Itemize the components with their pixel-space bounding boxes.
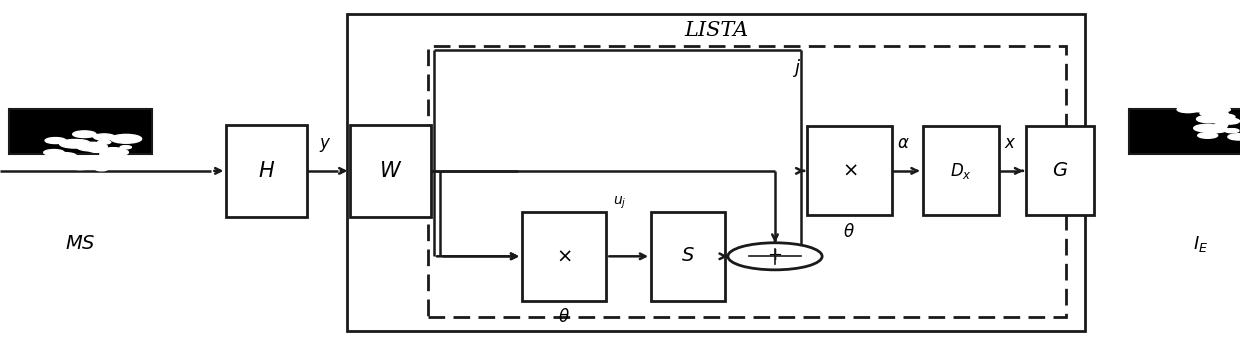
Circle shape <box>1216 118 1225 121</box>
Circle shape <box>1200 111 1219 116</box>
Text: $D_x$: $D_x$ <box>950 161 972 181</box>
Text: $\alpha$: $\alpha$ <box>897 135 909 152</box>
Circle shape <box>61 161 78 166</box>
Text: $MS$: $MS$ <box>66 235 95 253</box>
Text: $G$: $G$ <box>1052 162 1069 180</box>
Bar <box>522 212 606 301</box>
Circle shape <box>43 150 64 156</box>
Circle shape <box>1197 115 1223 123</box>
Text: $+$: $+$ <box>768 246 782 263</box>
Text: $\times$: $\times$ <box>557 247 572 265</box>
Bar <box>9 109 151 155</box>
Circle shape <box>728 243 822 270</box>
Circle shape <box>1219 118 1240 124</box>
Circle shape <box>93 134 115 140</box>
Circle shape <box>64 161 86 167</box>
Circle shape <box>77 142 108 151</box>
Circle shape <box>82 156 103 162</box>
Circle shape <box>98 140 110 144</box>
Text: $I_E$: $I_E$ <box>1193 234 1208 254</box>
Text: LISTA: LISTA <box>684 21 748 40</box>
Bar <box>807 126 892 215</box>
Circle shape <box>1228 134 1240 140</box>
Circle shape <box>89 148 104 152</box>
Circle shape <box>1198 132 1218 138</box>
Circle shape <box>1216 114 1235 120</box>
Circle shape <box>95 167 108 171</box>
Bar <box>1025 126 1094 215</box>
Circle shape <box>66 161 83 166</box>
Circle shape <box>102 148 125 155</box>
Circle shape <box>102 148 128 156</box>
Circle shape <box>48 159 67 164</box>
Bar <box>923 126 999 215</box>
Text: $\theta$: $\theta$ <box>558 308 570 326</box>
Text: $x$: $x$ <box>1004 135 1017 152</box>
Circle shape <box>1177 106 1199 112</box>
Circle shape <box>73 131 95 137</box>
Bar <box>428 46 1066 317</box>
Circle shape <box>99 151 123 157</box>
Circle shape <box>1214 107 1230 112</box>
Circle shape <box>62 158 94 168</box>
Circle shape <box>53 153 77 159</box>
Circle shape <box>1214 124 1228 127</box>
Text: $\times$: $\times$ <box>842 162 857 180</box>
Circle shape <box>1202 125 1228 133</box>
Circle shape <box>68 163 92 169</box>
Circle shape <box>1189 106 1210 112</box>
Circle shape <box>1207 104 1226 110</box>
Text: $u_j$: $u_j$ <box>613 195 626 211</box>
Circle shape <box>100 154 125 161</box>
Bar <box>347 14 1085 331</box>
Circle shape <box>1211 117 1235 124</box>
Bar <box>651 212 725 301</box>
Circle shape <box>120 146 131 149</box>
Text: $j$: $j$ <box>792 57 801 79</box>
Circle shape <box>71 140 89 146</box>
Circle shape <box>1189 103 1204 107</box>
Bar <box>350 125 432 217</box>
Bar <box>1128 109 1240 155</box>
Text: $y$: $y$ <box>319 136 332 154</box>
Circle shape <box>110 134 141 143</box>
Circle shape <box>1221 100 1239 105</box>
Text: $H$: $H$ <box>258 161 275 181</box>
Text: $W$: $W$ <box>379 161 402 181</box>
Circle shape <box>1225 129 1239 133</box>
Bar <box>226 125 306 217</box>
Circle shape <box>45 137 66 143</box>
Circle shape <box>1208 111 1229 117</box>
Circle shape <box>60 140 89 148</box>
Circle shape <box>1194 124 1220 132</box>
Text: $\theta$: $\theta$ <box>843 223 856 241</box>
Circle shape <box>1194 100 1220 108</box>
Text: $S$: $S$ <box>681 247 696 265</box>
